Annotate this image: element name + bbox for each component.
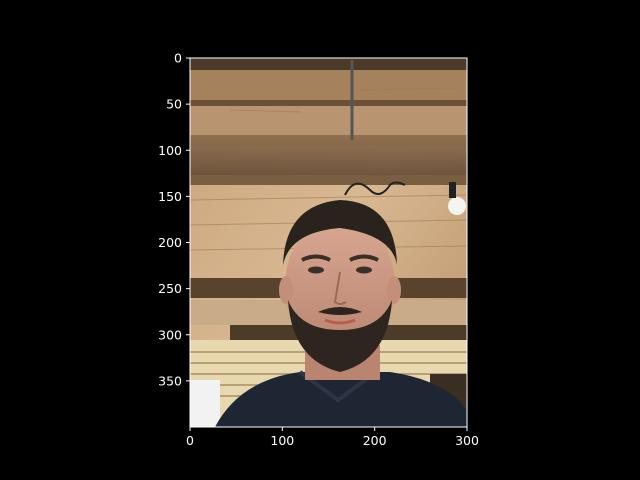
y-tick-label: 200 <box>158 235 182 250</box>
y-tick-label: 50 <box>166 97 182 112</box>
x-tick-label: 0 <box>186 433 194 448</box>
y-tick-label: 150 <box>158 189 182 204</box>
photo <box>190 58 467 427</box>
x-tick-label: 200 <box>363 433 387 448</box>
y-axis-ticks: 0 50 100 150 200 250 300 350 <box>158 51 190 388</box>
y-tick-label: 250 <box>158 281 182 296</box>
x-tick-label: 100 <box>270 433 294 448</box>
y-tick-label: 0 <box>174 51 182 66</box>
y-tick-label: 350 <box>158 373 182 388</box>
x-tick-label: 300 <box>455 433 479 448</box>
y-tick-label: 300 <box>158 327 182 342</box>
x-axis-ticks: 0 100 200 300 <box>186 427 479 448</box>
y-tick-label: 100 <box>158 143 182 158</box>
